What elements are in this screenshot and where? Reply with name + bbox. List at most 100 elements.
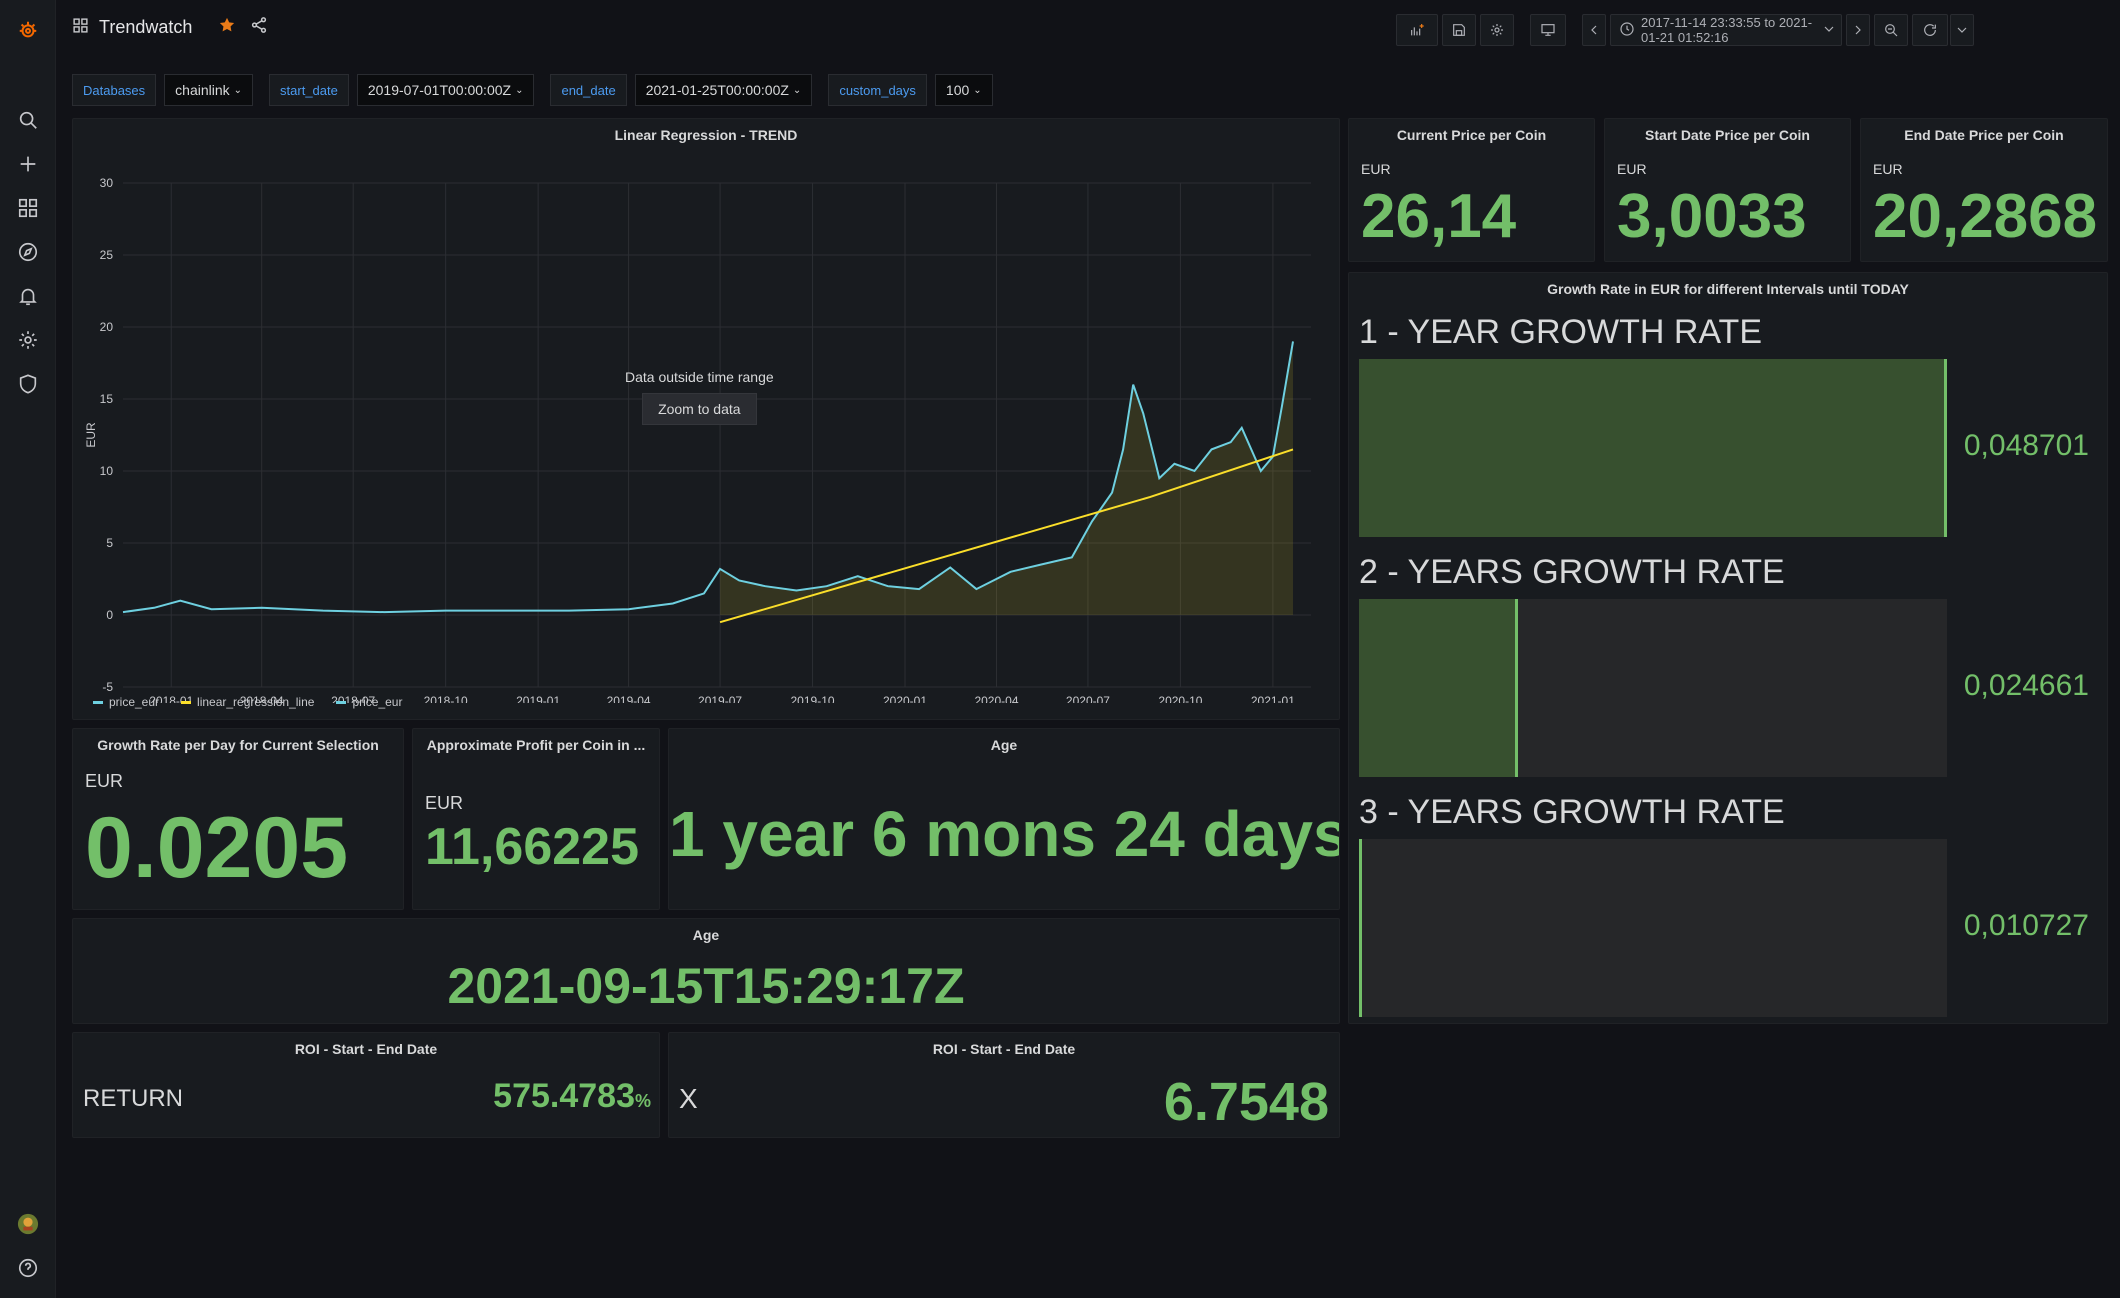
growth-per-day-panel[interactable]: Growth Rate per Day for Current Selectio… [72, 728, 404, 910]
growth-value-2y: 0,024661 [1963, 669, 2089, 702]
legend-label: price_eur [352, 695, 403, 709]
panel-title: Growth Rate per Day for Current Selectio… [97, 737, 379, 753]
x-tick-label: 2018-04 [240, 694, 284, 703]
age-timestamp-value: 2021-09-15T15:29:17Z [447, 958, 965, 1014]
panel-title: Growth Rate in EUR for different Interva… [1547, 281, 1909, 297]
dashboard-settings-button[interactable] [1480, 14, 1514, 46]
search-icon[interactable] [12, 104, 44, 136]
unit-label: EUR [85, 771, 124, 791]
start-price-value: 3,0033 [1617, 182, 1807, 251]
variable-value-custom-days: 100 [945, 82, 970, 98]
dashboard-title[interactable]: Trendwatch [99, 17, 193, 37]
growth-bar-fill [1359, 599, 1518, 777]
refresh-interval-dropdown[interactable] [1950, 14, 1974, 46]
growth-bar-label-1y: 1 - YEAR GROWTH RATE [1359, 313, 1763, 351]
x-tick-label: 2019-07 [698, 694, 742, 703]
cycle-view-mode-button[interactable] [1530, 14, 1566, 46]
trend-line-chart[interactable]: 30 25 20 15 10 5 0 -5 2018-01 2018-04 2018-07 2018-… [73, 143, 1340, 703]
y-axis-label: EUR [84, 422, 98, 448]
panel-title: Approximate Profit per Coin in ... [426, 737, 646, 753]
save-dashboard-button[interactable] [1442, 14, 1476, 46]
growth-rate-panel[interactable]: Growth Rate in EUR for different Interva… [1348, 272, 2108, 1024]
legend-item-regression[interactable]: linear_regression_line [181, 695, 314, 709]
help-icon[interactable] [12, 1252, 44, 1284]
dashboards-icon[interactable] [12, 192, 44, 224]
refresh-button[interactable] [1912, 14, 1948, 46]
growth-bar-label-3y: 3 - YEARS GROWTH RATE [1359, 793, 1785, 831]
growth-value-1y: 0,048701 [1963, 429, 2089, 462]
data-outside-range-overlay: Data outside time range Zoom to data [625, 369, 774, 425]
chevron-down-icon: ⌄ [515, 84, 524, 96]
x-tick-label: 2018-01 [149, 694, 193, 703]
current-price-panel[interactable]: Current Price per Coin EUR 26,14 [1348, 118, 1595, 262]
zoom-out-button[interactable] [1874, 14, 1908, 46]
variable-label-custom-days: custom_days [828, 74, 927, 106]
price-area-fill [720, 341, 1293, 615]
clock-icon [1619, 21, 1635, 40]
overlay-message: Data outside time range [625, 369, 774, 385]
x-tick-label: 2020-07 [1066, 694, 1110, 703]
variable-label-databases: Databases [72, 74, 157, 106]
explore-compass-icon[interactable] [12, 236, 44, 268]
legend-item-price[interactable]: price_eur [93, 695, 159, 709]
growth-bar-1y [1359, 359, 1947, 537]
roi-multiplier-panel[interactable]: ROI - Start - End Date X 6.7548 [668, 1032, 1340, 1138]
grafana-logo-icon[interactable] [12, 14, 44, 46]
end-price-panel[interactable]: End Date Price per Coin EUR 20,2868 [1860, 118, 2108, 262]
start-price-panel[interactable]: Start Date Price per Coin EUR 3,0033 [1604, 118, 1851, 262]
roi-return-unit: % [634, 1091, 651, 1111]
alerting-bell-icon[interactable] [12, 280, 44, 312]
time-back-button[interactable] [1582, 14, 1606, 46]
approx-profit-panel[interactable]: Approximate Profit per Coin in ... EUR 1… [412, 728, 660, 910]
y-tick-label: 30 [100, 176, 114, 190]
y-tick-label: 20 [100, 320, 114, 334]
time-forward-button[interactable] [1846, 14, 1870, 46]
roi-return-prefix: RETURN [83, 1085, 183, 1112]
roi-return-panel[interactable]: ROI - Start - End Date RETURN 575.4783% [72, 1032, 660, 1138]
chart-legend: price_eur linear_regression_line price_e… [93, 695, 402, 709]
x-tick-label: 2018-10 [424, 694, 468, 703]
linear-regression-line [719, 448, 1294, 624]
add-panel-button[interactable] [1396, 14, 1438, 46]
y-tick-label: 15 [100, 392, 114, 406]
growth-value-3y: 0,010727 [1963, 909, 2089, 942]
panel-title: ROI - Start - End Date [294, 1041, 438, 1057]
create-plus-icon[interactable] [12, 148, 44, 180]
user-avatar[interactable] [12, 1208, 44, 1240]
x-tick-label: 2019-10 [791, 694, 835, 703]
panel-title: Age [692, 927, 720, 943]
template-variables-bar: Databases chainlink ⌄ start_date 2019-07-… [72, 74, 1001, 106]
age-timestamp-panel[interactable]: Age 2021-09-15T15:29:17Z [72, 918, 1340, 1024]
growth-bar-fill [1359, 359, 1947, 537]
y-tick-label: 25 [100, 248, 114, 262]
chevron-down-icon: ⌄ [973, 84, 982, 96]
variable-select-start-date[interactable]: 2019-07-01T00:00:00Z ⌄ [356, 74, 535, 106]
time-range-picker[interactable]: 2017-11-14 23:33:55 to 2021-01-21 01:52:… [1610, 14, 1842, 46]
end-price-value: 20,2868 [1873, 182, 2098, 251]
share-icon[interactable] [250, 16, 268, 39]
time-range-text: 2017-11-14 23:33:55 to 2021-01-21 01:52:… [1641, 15, 1813, 45]
price-eur-line [122, 341, 1294, 614]
y-tick-label: 0 [106, 608, 113, 622]
variable-select-custom-days[interactable]: 100 ⌄ [934, 74, 993, 106]
y-tick-label: 10 [100, 464, 114, 478]
chevron-down-icon [1821, 21, 1837, 40]
chevron-down-icon: ⌄ [233, 84, 243, 96]
trend-graph-panel[interactable]: Linear Regression - TREND 30 25 20 15 10 5 0 -5… [72, 118, 1340, 720]
configuration-gear-icon[interactable] [12, 324, 44, 356]
age-duration-panel[interactable]: Age 1 year 6 mons 24 days [668, 728, 1340, 910]
legend-item-price-2[interactable]: price_eur [336, 695, 402, 709]
panel-title: ROI - Start - End Date [932, 1041, 1076, 1057]
star-icon[interactable] [218, 16, 236, 39]
roi-multiplier-value: 6.7548 [1163, 1072, 1329, 1132]
zoom-to-data-button[interactable]: Zoom to data [642, 393, 757, 425]
variable-select-databases[interactable]: chainlink ⌄ [164, 74, 254, 106]
growth-bar-fill [1359, 839, 1362, 1017]
variable-value-databases: chainlink [175, 82, 230, 98]
server-admin-shield-icon[interactable] [12, 368, 44, 400]
growth-bar-label-2y: 2 - YEARS GROWTH RATE [1359, 553, 1785, 591]
x-tick-label: 2020-04 [974, 694, 1018, 703]
variable-select-end-date[interactable]: 2021-01-25T00:00:00Z ⌄ [634, 74, 813, 106]
variable-label-end-date: end_date [550, 74, 627, 106]
legend-label: price_eur [109, 695, 160, 709]
